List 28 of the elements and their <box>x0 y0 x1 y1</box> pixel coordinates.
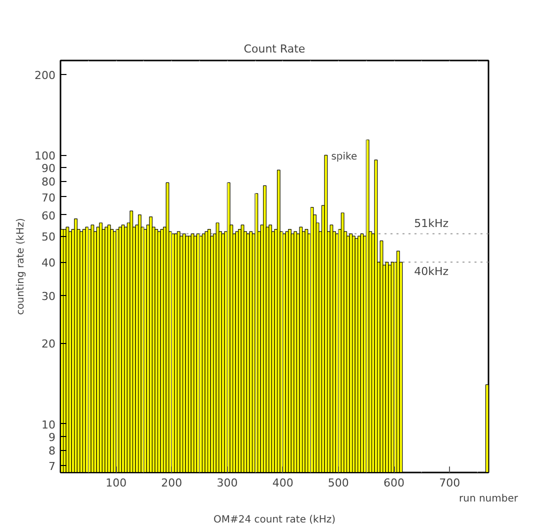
x-axis-title: run number <box>459 494 519 504</box>
y-tick-label: 100 <box>34 150 56 163</box>
y-axis-title: counting rate (kHz) <box>16 218 27 315</box>
y-tick-label: 10 <box>42 418 56 432</box>
y-tick-label: 70 <box>42 191 56 204</box>
y-tick-label: 40 <box>42 256 56 270</box>
y-tick-label: 30 <box>42 290 56 304</box>
y-tick-label: 50 <box>42 230 56 244</box>
ref-line-label: 51kHz <box>414 216 449 230</box>
x-tick-label: 100 <box>106 476 127 490</box>
x-tick-label: 600 <box>384 476 405 490</box>
x-tick-label: 500 <box>328 476 349 490</box>
y-tick-label: 90 <box>42 162 56 175</box>
y-tick-label: 20 <box>42 338 56 351</box>
ref-line-label: 40kHz <box>414 265 449 278</box>
y-tick-label: 60 <box>42 209 56 222</box>
chart-title: Count Rate <box>244 42 306 56</box>
y-tick-label: 80 <box>42 176 56 189</box>
text: OM#24 count rate (kHz) <box>213 514 336 526</box>
x-tick-label: 700 <box>439 476 460 490</box>
annotation: spike <box>331 152 358 163</box>
x-tick-label: 200 <box>161 476 182 490</box>
x-tick-label: 400 <box>272 476 294 490</box>
y-tick-label: 9 <box>48 430 56 444</box>
y-tick-label: 200 <box>34 68 56 82</box>
x-tick-label: 300 <box>216 476 238 490</box>
y-tick-label: 7 <box>48 460 56 474</box>
y-tick-label: 8 <box>48 444 56 458</box>
